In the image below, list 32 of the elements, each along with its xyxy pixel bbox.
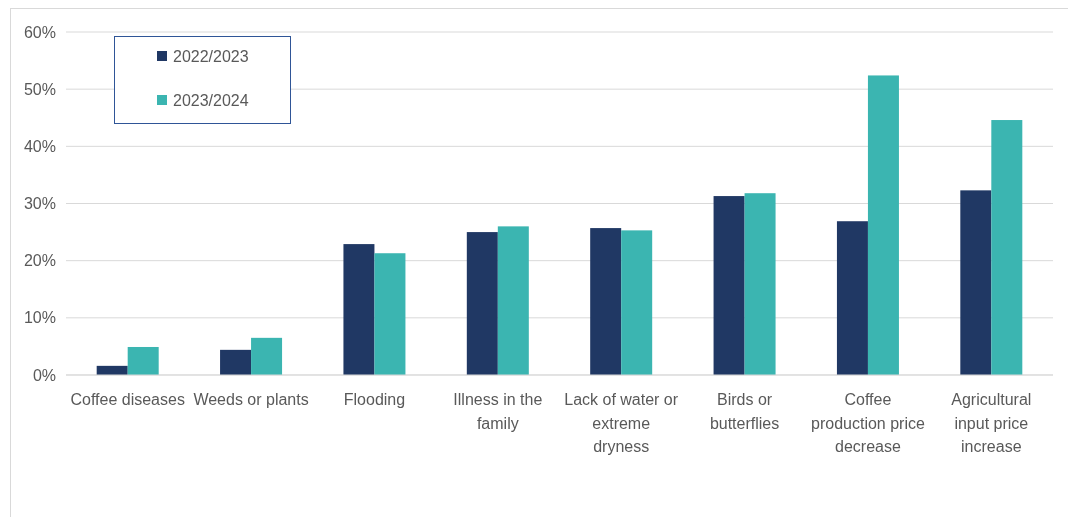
- bar: [836, 221, 868, 375]
- x-tick-label: Birds or butterflies: [709, 391, 780, 432]
- x-tick-label: Coffee production price decrease: [811, 391, 925, 455]
- x-tick-label: Agricultural input price increase: [951, 391, 1032, 455]
- bar: [497, 226, 529, 375]
- bar: [960, 190, 992, 375]
- y-tick-label: 30%: [23, 195, 56, 213]
- bar: [127, 346, 159, 375]
- y-tick-label: 10%: [23, 309, 56, 327]
- bar: [744, 193, 776, 375]
- legend-label: 2023/2024: [173, 92, 249, 109]
- bar: [867, 75, 899, 375]
- y-tick-label: 60%: [23, 23, 56, 41]
- x-tick-label: Lack of water or extreme dryness: [564, 391, 679, 455]
- legend-label: 2022/2023: [173, 48, 249, 65]
- bar: [590, 228, 622, 375]
- x-tick-label: Weeds or plants: [193, 391, 309, 408]
- bar: [251, 337, 283, 375]
- bar: [621, 230, 653, 375]
- bar: [374, 253, 406, 375]
- x-tick-label: Coffee diseases: [70, 391, 185, 408]
- y-tick-label: 0%: [32, 366, 56, 384]
- bar: [713, 196, 745, 375]
- x-tick-label: Flooding: [343, 391, 406, 408]
- bar: [991, 120, 1023, 375]
- bar: [466, 232, 498, 375]
- y-tick-label: 50%: [23, 80, 56, 98]
- x-tick-label: Illness in the family: [453, 391, 543, 432]
- bar: [343, 244, 375, 375]
- y-tick-label: 40%: [23, 137, 56, 155]
- y-tick-label: 20%: [23, 252, 56, 270]
- bar: [220, 349, 252, 375]
